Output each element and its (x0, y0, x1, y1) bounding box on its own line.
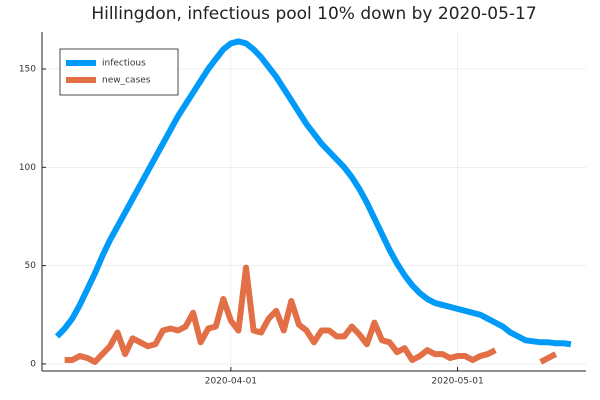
legend-box (59, 48, 179, 96)
series-line (54, 38, 572, 348)
y-tick-label: 100 (19, 163, 36, 173)
x-tick-label: 2020-05-01 (431, 377, 483, 387)
x-tick-label: 2020-04-01 (205, 377, 257, 387)
legend-label: new_cases (102, 76, 151, 86)
legend-label: infectious (102, 59, 146, 69)
y-tick-label: 50 (25, 261, 37, 271)
series-line (539, 351, 558, 365)
y-tick-label: 150 (19, 64, 36, 74)
y-tick-label: 0 (30, 359, 36, 369)
series-line (64, 264, 497, 365)
chart-title: Hillingdon, infectious pool 10% down by … (91, 4, 536, 24)
